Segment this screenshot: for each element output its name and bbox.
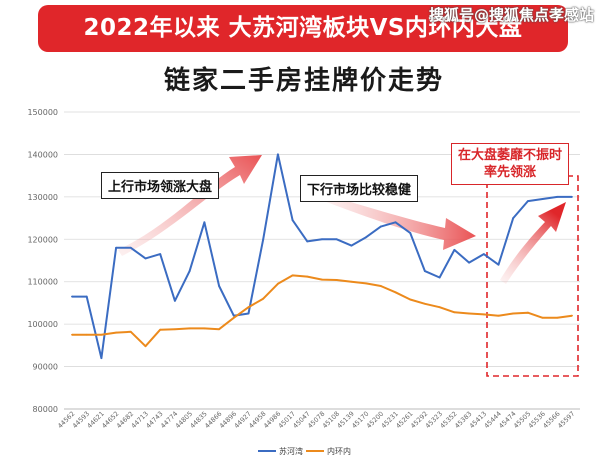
data-point xyxy=(541,198,544,200)
chart-title: 链家二手房挂牌价走势 xyxy=(163,66,444,96)
data-point xyxy=(100,333,103,336)
lead-trend-arrow xyxy=(500,202,566,284)
series-line-2 xyxy=(72,274,573,348)
data-point xyxy=(218,285,220,287)
data-point xyxy=(321,278,323,281)
trend-arrows xyxy=(118,155,566,284)
data-point xyxy=(85,295,88,298)
data-point xyxy=(541,316,544,319)
data-point xyxy=(394,221,397,224)
data-point xyxy=(438,276,441,279)
data-point xyxy=(188,327,191,330)
y-tick-label: 80000 xyxy=(33,405,58,414)
data-point xyxy=(365,282,368,285)
data-point xyxy=(129,330,132,333)
data-point xyxy=(438,306,441,309)
y-tick-label: 150000 xyxy=(27,108,58,117)
data-point xyxy=(453,311,456,314)
y-tick-label: 110000 xyxy=(27,278,58,287)
data-point xyxy=(556,195,559,198)
data-point xyxy=(262,238,265,241)
y-tick-label: 120000 xyxy=(27,235,58,244)
banner-title: 2022年以来 大苏河湾板块VS内环内大盘 xyxy=(83,15,523,41)
data-point xyxy=(232,314,235,317)
data-point xyxy=(232,316,235,319)
data-point xyxy=(159,253,162,256)
data-point xyxy=(306,240,309,243)
data-point xyxy=(291,219,294,222)
data-point xyxy=(350,244,353,247)
data-point xyxy=(321,238,323,241)
annotation-lead: 在大盘萎靡不振时 率先领涨 xyxy=(451,143,570,185)
data-point xyxy=(468,261,470,264)
data-point xyxy=(85,333,88,336)
data-point xyxy=(188,270,191,273)
data-point xyxy=(159,328,162,331)
data-point xyxy=(379,225,382,228)
data-point xyxy=(424,270,426,273)
data-point xyxy=(379,285,382,287)
data-point xyxy=(262,297,265,300)
data-point xyxy=(468,312,470,315)
data-point xyxy=(247,306,250,309)
data-point xyxy=(71,333,73,336)
down-trend-arrow xyxy=(316,192,476,250)
data-point xyxy=(512,217,515,219)
data-point xyxy=(115,331,118,334)
data-point xyxy=(335,238,338,241)
data-point xyxy=(571,314,573,317)
annotation-up-market: 上行市场领涨大盘 xyxy=(101,172,220,199)
data-point xyxy=(571,195,573,198)
axis-layer: 80000 90000 100000 110000 120000 130000 140000… xyxy=(27,108,580,430)
data-point xyxy=(203,221,206,224)
annotation-lead-line1: 在大盘萎靡不振时 xyxy=(458,148,563,163)
y-tick-label: 90000 xyxy=(33,363,58,372)
data-point xyxy=(129,246,132,249)
up-trend-arrow xyxy=(118,155,262,256)
annotation-down-market: 下行市场比较稳健 xyxy=(300,175,419,202)
data-point xyxy=(512,312,515,315)
data-point xyxy=(526,200,529,203)
annotation-lead-line2: 率先领涨 xyxy=(484,165,537,180)
legend-label: 内环内 xyxy=(327,446,351,456)
data-point xyxy=(144,345,147,348)
data-point xyxy=(218,328,220,331)
y-tick-label: 140000 xyxy=(27,150,58,159)
data-point xyxy=(394,291,397,294)
legend-label: 苏河湾 xyxy=(279,446,303,456)
data-point xyxy=(276,282,279,285)
data-point xyxy=(526,311,529,314)
data-point xyxy=(174,299,176,302)
data-point xyxy=(409,232,412,234)
y-tick-label: 130000 xyxy=(27,193,58,202)
data-point xyxy=(482,313,485,316)
data-point xyxy=(71,295,73,298)
data-point xyxy=(335,279,338,281)
y-tick-label: 100000 xyxy=(27,320,58,329)
data-point xyxy=(144,257,147,260)
data-point xyxy=(424,302,426,305)
series-layer xyxy=(71,153,573,360)
data-point xyxy=(497,314,500,317)
x-tick-label: 45597 xyxy=(556,410,576,430)
header-banner: 2022年以来 大苏河湾板块VS内环内大盘 xyxy=(38,5,568,52)
data-point xyxy=(350,280,353,283)
data-point xyxy=(365,236,368,239)
data-point xyxy=(100,357,103,359)
data-point xyxy=(497,263,500,266)
data-point xyxy=(276,153,279,156)
data-point xyxy=(409,298,412,301)
watermark: 搜狐号@搜狐焦点孝感站 xyxy=(428,6,594,24)
data-point xyxy=(306,275,309,278)
data-point xyxy=(174,328,176,331)
data-point xyxy=(482,253,485,256)
data-point xyxy=(247,312,250,315)
data-point xyxy=(115,246,118,249)
data-point xyxy=(556,316,559,319)
data-point xyxy=(203,327,206,330)
data-point xyxy=(291,274,294,277)
data-point xyxy=(453,248,456,251)
legend: 苏河湾 内环内 xyxy=(258,446,351,456)
